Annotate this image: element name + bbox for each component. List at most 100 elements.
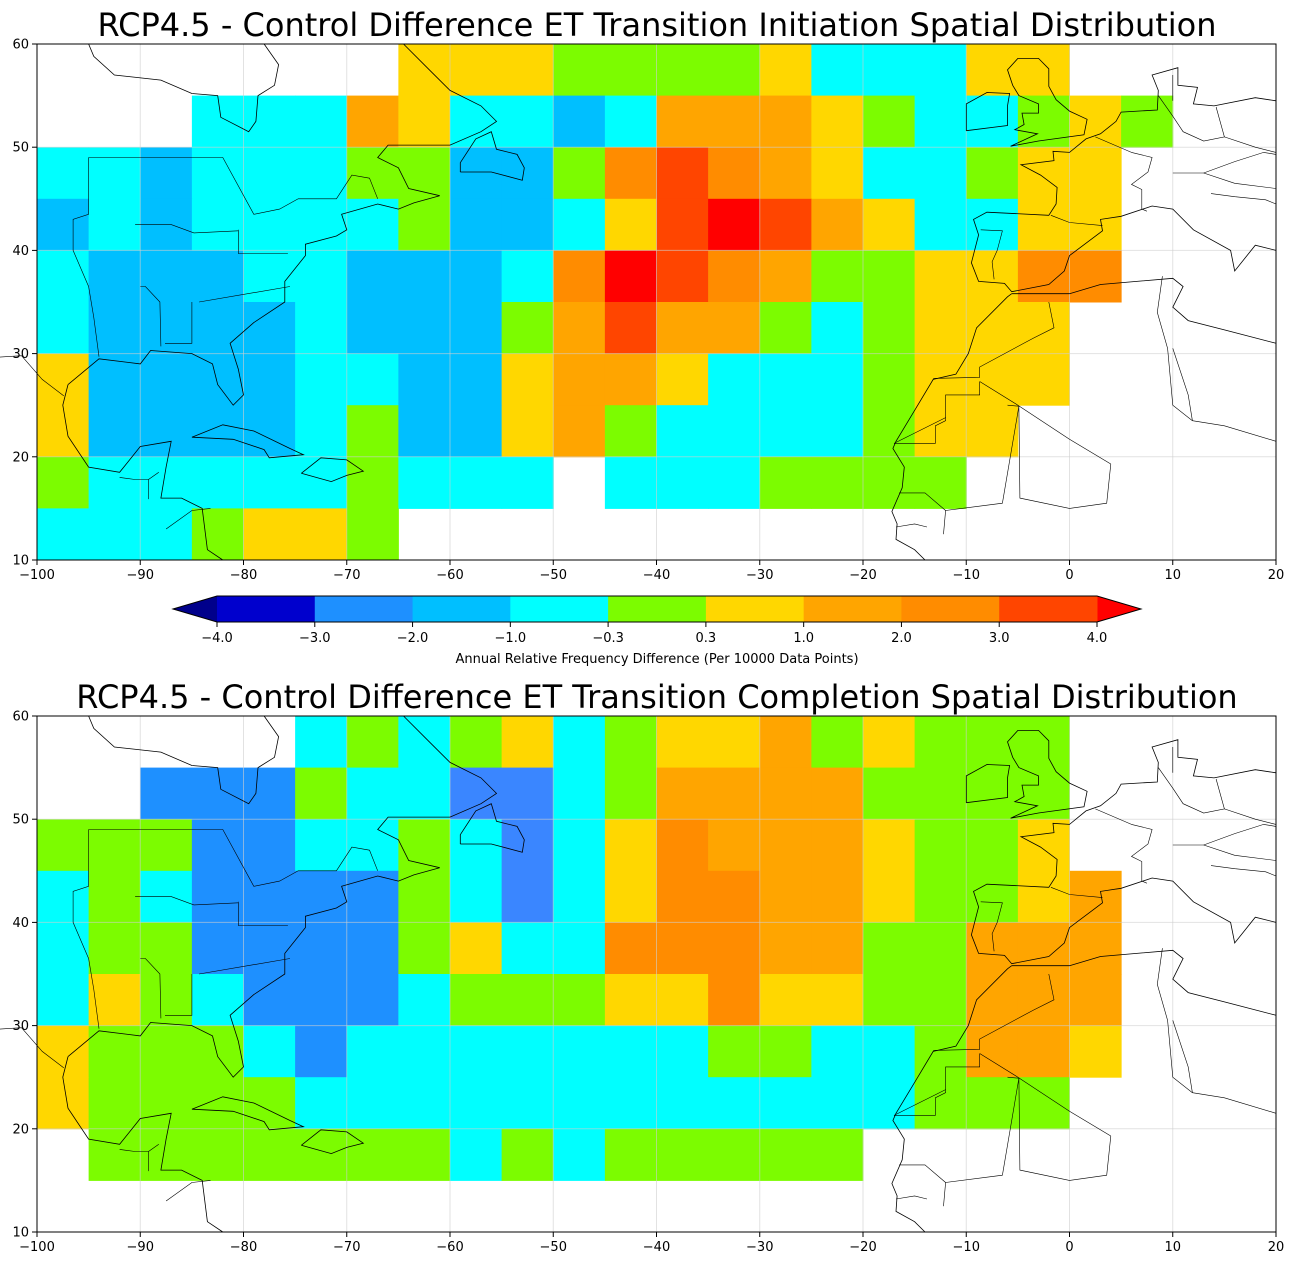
country-border xyxy=(1172,1020,1193,1093)
grid-cell xyxy=(398,1077,451,1130)
grid-cell xyxy=(37,250,90,303)
country-border xyxy=(1130,152,1153,212)
grid-cell xyxy=(191,1077,244,1130)
grid-cell xyxy=(1121,95,1174,148)
map-panel-completion: −100 −90 −80 −70 −60 −50 −40 −30 −20 −10 0 10 201020… xyxy=(0,710,1284,1255)
grid-cell xyxy=(1017,1077,1070,1130)
grid-cell xyxy=(243,819,296,872)
grid-cell xyxy=(450,44,503,97)
x-tick-label: −50 xyxy=(540,568,567,583)
grid-cell xyxy=(243,250,296,303)
grid-cell xyxy=(966,767,1019,820)
country-border xyxy=(1018,406,1112,509)
grid-cell xyxy=(1069,922,1122,975)
grid-cell xyxy=(708,198,761,251)
grid-cell xyxy=(346,1128,399,1181)
grid-cell xyxy=(759,353,812,406)
grid-cell xyxy=(656,147,709,200)
country-border xyxy=(1210,193,1277,205)
grid-cell xyxy=(604,1025,657,1078)
grid-cell xyxy=(450,974,503,1027)
grid-cell xyxy=(243,147,296,200)
colorbar-tick-label: 4.0 xyxy=(1087,631,1108,646)
grid-cell xyxy=(1017,353,1070,406)
grid-cell xyxy=(88,1128,141,1181)
coastline xyxy=(88,43,280,133)
grid-cell xyxy=(914,302,967,355)
grid-cell xyxy=(243,767,296,820)
y-tick-label: 50 xyxy=(12,141,29,156)
grid-cell xyxy=(656,922,709,975)
grid-cell xyxy=(88,870,141,923)
grid-cell xyxy=(863,302,916,355)
country-border xyxy=(893,1089,946,1116)
coastline xyxy=(1007,58,1088,147)
x-tick-label: −80 xyxy=(230,1240,257,1255)
grid-cell xyxy=(450,716,503,769)
country-border xyxy=(979,1053,1111,1137)
grid-cell xyxy=(914,974,967,1027)
grid-cell xyxy=(37,870,90,923)
grid-cell xyxy=(966,147,1019,200)
country-border xyxy=(135,896,239,906)
colorbar-over-arrow xyxy=(1097,596,1141,622)
x-tick-label: −10 xyxy=(953,568,980,583)
grid-cell xyxy=(604,147,657,200)
grid-cell xyxy=(191,1128,244,1181)
country-border xyxy=(238,901,288,926)
grid-cell xyxy=(1069,974,1122,1027)
map-title-completion: RCP4.5 - Control Difference ET Transitio… xyxy=(76,678,1237,716)
country-border xyxy=(933,301,1055,379)
colorbar-segment xyxy=(314,596,414,622)
grid-cell xyxy=(1017,819,1070,872)
grid-cell xyxy=(346,198,399,251)
coastline xyxy=(459,131,525,181)
grid-cell xyxy=(656,302,709,355)
country-border xyxy=(199,958,291,975)
grid-cell xyxy=(398,198,451,251)
grid-cell xyxy=(346,767,399,820)
grid-cell xyxy=(501,353,554,406)
country-border xyxy=(1172,348,1193,421)
country-border xyxy=(135,224,239,234)
grid-cell xyxy=(398,922,451,975)
coastline xyxy=(62,384,224,561)
country-border xyxy=(148,1144,159,1152)
country-border xyxy=(979,381,1111,465)
grid-cell xyxy=(811,250,864,303)
grid-cell xyxy=(863,95,916,148)
grid-cell xyxy=(604,767,657,820)
grid-cell xyxy=(191,922,244,975)
grid-cell xyxy=(759,147,812,200)
country-border xyxy=(72,157,100,357)
map-panel-initiation: −100 −90 −80 −70 −60 −50 −40 −30 −20 −10 0 10 201020… xyxy=(0,38,1284,583)
country-border xyxy=(238,229,288,254)
country-border xyxy=(1050,887,1103,898)
grid-cell xyxy=(811,1025,864,1078)
country-border xyxy=(88,157,378,215)
grid-cell xyxy=(863,405,916,458)
grid-cell xyxy=(501,147,554,200)
grid-cell xyxy=(656,44,709,97)
grid-cell xyxy=(501,1077,554,1130)
coastline xyxy=(301,457,365,483)
grid-cell xyxy=(1017,870,1070,923)
grid-cell xyxy=(295,1128,348,1181)
country-border xyxy=(0,1027,64,1069)
grid-cell xyxy=(398,1128,451,1181)
grid-cell xyxy=(811,922,864,975)
grid-cell xyxy=(1017,198,1070,251)
grid-cell xyxy=(863,147,916,200)
grid-cell xyxy=(88,353,141,406)
grid-cell xyxy=(553,767,606,820)
coastline xyxy=(1011,949,1277,1016)
grid-cell xyxy=(295,974,348,1027)
grid-cell xyxy=(966,870,1019,923)
x-tick-label: −70 xyxy=(333,1240,360,1255)
grid-cell xyxy=(140,353,193,406)
grid-cell xyxy=(914,44,967,97)
grid-cell xyxy=(191,147,244,200)
grid-cell xyxy=(553,1077,606,1130)
grid-cell xyxy=(295,250,348,303)
